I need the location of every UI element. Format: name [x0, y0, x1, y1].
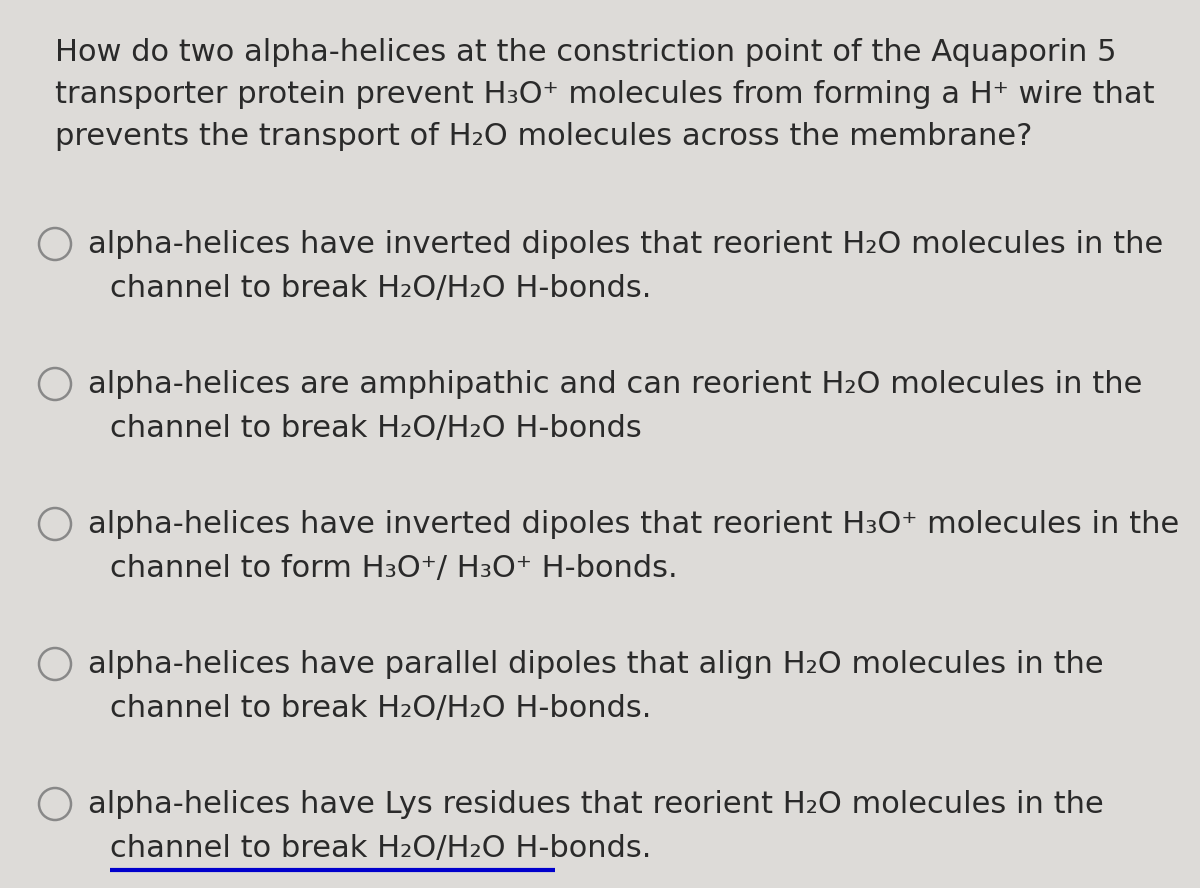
Text: alpha-helices are amphipathic and can reorient H₂O molecules in the: alpha-helices are amphipathic and can re… [88, 370, 1142, 399]
Text: channel to break H₂O/H₂O H-bonds: channel to break H₂O/H₂O H-bonds [110, 414, 642, 443]
Text: channel to break H₂O/H₂O H-bonds.: channel to break H₂O/H₂O H-bonds. [110, 694, 652, 723]
Text: channel to break H₂O/H₂O H-bonds.: channel to break H₂O/H₂O H-bonds. [110, 834, 652, 863]
Text: alpha-helices have Lys residues that reorient H₂O molecules in the: alpha-helices have Lys residues that reo… [88, 790, 1104, 819]
Text: channel to form H₃O⁺/ H₃O⁺ H-bonds.: channel to form H₃O⁺/ H₃O⁺ H-bonds. [110, 554, 678, 583]
Text: prevents the transport of H₂O molecules across the membrane?: prevents the transport of H₂O molecules … [55, 122, 1032, 151]
Text: alpha-helices have parallel dipoles that align H₂O molecules in the: alpha-helices have parallel dipoles that… [88, 650, 1104, 679]
Text: How do two alpha-helices at the constriction point of the Aquaporin 5: How do two alpha-helices at the constric… [55, 38, 1116, 67]
Text: alpha-helices have inverted dipoles that reorient H₂O molecules in the: alpha-helices have inverted dipoles that… [88, 230, 1163, 259]
Text: transporter protein prevent H₃O⁺ molecules from forming a H⁺ wire that: transporter protein prevent H₃O⁺ molecul… [55, 80, 1154, 109]
Text: channel to break H₂O/H₂O H-bonds.: channel to break H₂O/H₂O H-bonds. [110, 274, 652, 303]
Text: alpha-helices have inverted dipoles that reorient H₃O⁺ molecules in the: alpha-helices have inverted dipoles that… [88, 510, 1180, 539]
